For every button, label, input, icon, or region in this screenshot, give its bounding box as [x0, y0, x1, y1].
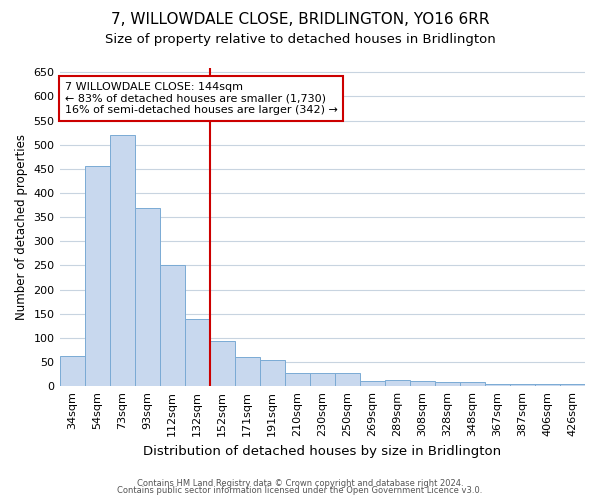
Y-axis label: Number of detached properties: Number of detached properties: [15, 134, 28, 320]
Bar: [59, 356, 85, 386]
Text: Contains public sector information licensed under the Open Government Licence v3: Contains public sector information licen…: [118, 486, 482, 495]
Text: 7 WILLOWDALE CLOSE: 144sqm
← 83% of detached houses are smaller (1,730)
16% of s: 7 WILLOWDALE CLOSE: 144sqm ← 83% of deta…: [65, 82, 338, 115]
X-axis label: Distribution of detached houses by size in Bridlington: Distribution of detached houses by size …: [143, 444, 502, 458]
Bar: [134, 208, 160, 386]
Bar: [435, 382, 460, 386]
Bar: [560, 384, 585, 386]
Bar: [310, 373, 335, 386]
Bar: [335, 373, 360, 386]
Bar: [110, 135, 134, 386]
Bar: [260, 360, 285, 386]
Bar: [510, 384, 535, 386]
Bar: [160, 266, 185, 386]
Bar: [385, 380, 410, 386]
Bar: [209, 342, 235, 386]
Bar: [85, 166, 110, 386]
Bar: [235, 357, 260, 386]
Bar: [185, 318, 209, 386]
Text: 7, WILLOWDALE CLOSE, BRIDLINGTON, YO16 6RR: 7, WILLOWDALE CLOSE, BRIDLINGTON, YO16 6…: [111, 12, 489, 28]
Text: Contains HM Land Registry data © Crown copyright and database right 2024.: Contains HM Land Registry data © Crown c…: [137, 478, 463, 488]
Bar: [535, 384, 560, 386]
Bar: [485, 384, 510, 386]
Text: Size of property relative to detached houses in Bridlington: Size of property relative to detached ho…: [104, 32, 496, 46]
Bar: [460, 382, 485, 386]
Bar: [285, 373, 310, 386]
Bar: [410, 382, 435, 386]
Bar: [360, 382, 385, 386]
